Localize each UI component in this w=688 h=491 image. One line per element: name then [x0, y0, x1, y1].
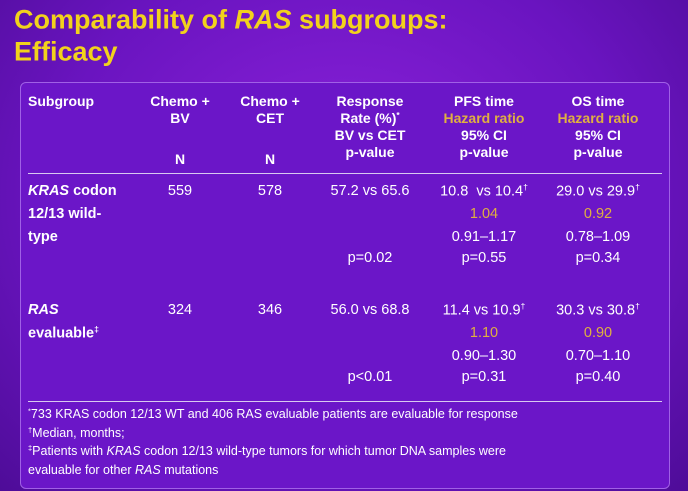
column-header: 95% CI: [461, 127, 507, 143]
cell-value: 1.10: [470, 326, 498, 341]
note-mark: †: [520, 301, 526, 312]
text-segment: 0.90: [583, 324, 613, 341]
column-header: PFS time: [454, 93, 514, 109]
text-segment: evaluable: [28, 325, 95, 342]
text-segment: RAS: [135, 462, 161, 477]
note-mark: †: [28, 425, 33, 434]
title: Comparability of RAS subgroups:: [14, 4, 448, 35]
subgroup-label: evaluable‡: [28, 325, 99, 341]
note-mark: †: [635, 301, 640, 312]
cell-value: 346: [257, 301, 283, 318]
cell-value: 0.91–1.17: [451, 228, 517, 245]
column-header: Chemo +: [240, 93, 300, 109]
text-segment: codon 12/13 wild-type tumors for which t…: [140, 444, 506, 458]
column-header: N: [264, 151, 276, 167]
text-segment: 30.3 vs 30.8: [556, 302, 636, 319]
table-panel: [20, 82, 670, 489]
cell-value: 0.78–1.09: [565, 228, 631, 245]
footnote: evaluable for other RAS mutations: [28, 463, 218, 476]
cell-value: 324: [167, 301, 193, 318]
text-segment: Median, months;: [32, 425, 125, 440]
note-mark: *: [28, 406, 31, 416]
text-segment: Patients with: [32, 444, 107, 458]
subgroup-label: type: [28, 228, 58, 245]
footnote-separator: [28, 401, 662, 402]
subgroup-label: 12/13 wild-: [28, 205, 102, 222]
text-segment: 1.04: [469, 205, 499, 222]
column-header: BV: [170, 110, 190, 126]
text-segment: mutations: [160, 462, 219, 477]
text-segment: 10.8 vs 10.4: [440, 183, 524, 200]
text-segment: KRAS: [28, 182, 70, 199]
cell-value: 57.2 vs 65.6: [330, 182, 410, 199]
text-segment: 1.10: [469, 324, 499, 341]
cell-value: p<0.01: [347, 368, 393, 385]
cell-value: 578: [257, 182, 283, 199]
column-header: OS time: [571, 93, 625, 109]
subgroup-label: KRAS codon: [28, 184, 117, 199]
note-mark: *: [396, 109, 400, 120]
title: Efficacy: [14, 36, 118, 67]
text-segment: 733 KRAS codon 12/13 WT and 406 RAS eval…: [30, 407, 518, 421]
cell-value: 56.0 vs 68.8: [330, 301, 410, 318]
header-separator: [28, 173, 662, 174]
cell-value: p=0.40: [575, 368, 621, 385]
text-segment: evaluable for other: [28, 462, 136, 477]
cell-value: 0.92: [584, 207, 612, 222]
text-segment: Rate (%): [340, 110, 397, 127]
column-header: Rate (%)*: [340, 111, 399, 125]
cell-value: 0.90: [584, 326, 612, 341]
column-header: N: [174, 151, 186, 167]
column-header: Response: [336, 93, 404, 109]
text-segment: codon: [69, 182, 117, 199]
cell-value: 1.04: [470, 207, 498, 222]
cell-value: 11.4 vs 10.9†: [443, 302, 526, 318]
cell-value: p=0.31: [461, 368, 507, 385]
column-header: BV vs CET: [334, 127, 406, 143]
cell-value: 0.90–1.30: [451, 347, 517, 364]
text-segment: RAS: [28, 301, 59, 318]
text-segment: Hazard ratio: [443, 110, 525, 126]
column-header: Hazard ratio: [444, 111, 525, 125]
cell-value: p=0.55: [461, 249, 507, 266]
note-mark: †: [523, 182, 528, 193]
column-header: p-value: [345, 144, 395, 160]
column-header: CET: [256, 110, 284, 126]
column-header: p-value: [459, 144, 509, 160]
cell-value: 559: [167, 182, 193, 199]
text-segment: subgroups:: [291, 4, 448, 35]
cell-value: 30.3 vs 30.8†: [556, 302, 640, 318]
footnote: *733 KRAS codon 12/13 WT and 406 RAS eva…: [28, 406, 518, 421]
column-header: p-value: [573, 144, 623, 160]
cell-value: 0.70–1.10: [565, 347, 631, 364]
cell-value: p=0.02: [347, 249, 393, 266]
column-header: Chemo +: [150, 93, 210, 109]
cell-value: p=0.34: [575, 249, 621, 266]
text-segment: 0.92: [583, 205, 613, 222]
column-header: Subgroup: [28, 93, 95, 109]
footnote: †Median, months;: [28, 426, 125, 439]
text-segment: Comparability of: [14, 4, 235, 35]
text-segment: KRAS: [106, 444, 141, 458]
text-segment: 11.4 vs 10.9: [442, 302, 521, 319]
text-segment: Hazard ratio: [557, 110, 639, 126]
column-header: 95% CI: [575, 127, 621, 143]
footnote: ‡Patients with KRAS codon 12/13 wild-typ…: [28, 443, 506, 458]
cell-value: 10.8 vs 10.4†: [440, 183, 528, 199]
text-segment: RAS: [234, 4, 292, 35]
subgroup-label: RAS: [28, 303, 59, 318]
cell-value: 29.0 vs 29.9†: [556, 183, 640, 199]
note-mark: ‡: [94, 324, 99, 335]
note-mark: †: [635, 182, 640, 193]
note-mark: ‡: [28, 443, 33, 453]
column-header: Hazard ratio: [558, 111, 639, 125]
text-segment: 29.0 vs 29.9: [556, 183, 636, 200]
